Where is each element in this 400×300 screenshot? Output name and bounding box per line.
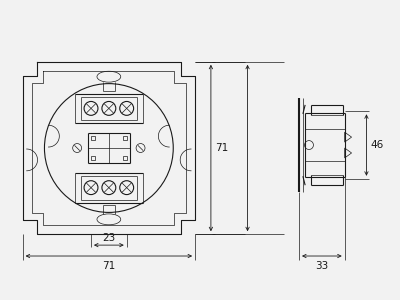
Text: 71: 71 xyxy=(102,261,116,271)
Bar xyxy=(91,136,95,140)
Bar xyxy=(123,156,127,160)
Bar xyxy=(123,136,127,140)
Text: 33: 33 xyxy=(315,261,328,271)
Text: 71: 71 xyxy=(215,143,228,153)
Text: 46: 46 xyxy=(370,140,384,150)
Text: 23: 23 xyxy=(102,233,116,243)
Bar xyxy=(91,156,95,160)
